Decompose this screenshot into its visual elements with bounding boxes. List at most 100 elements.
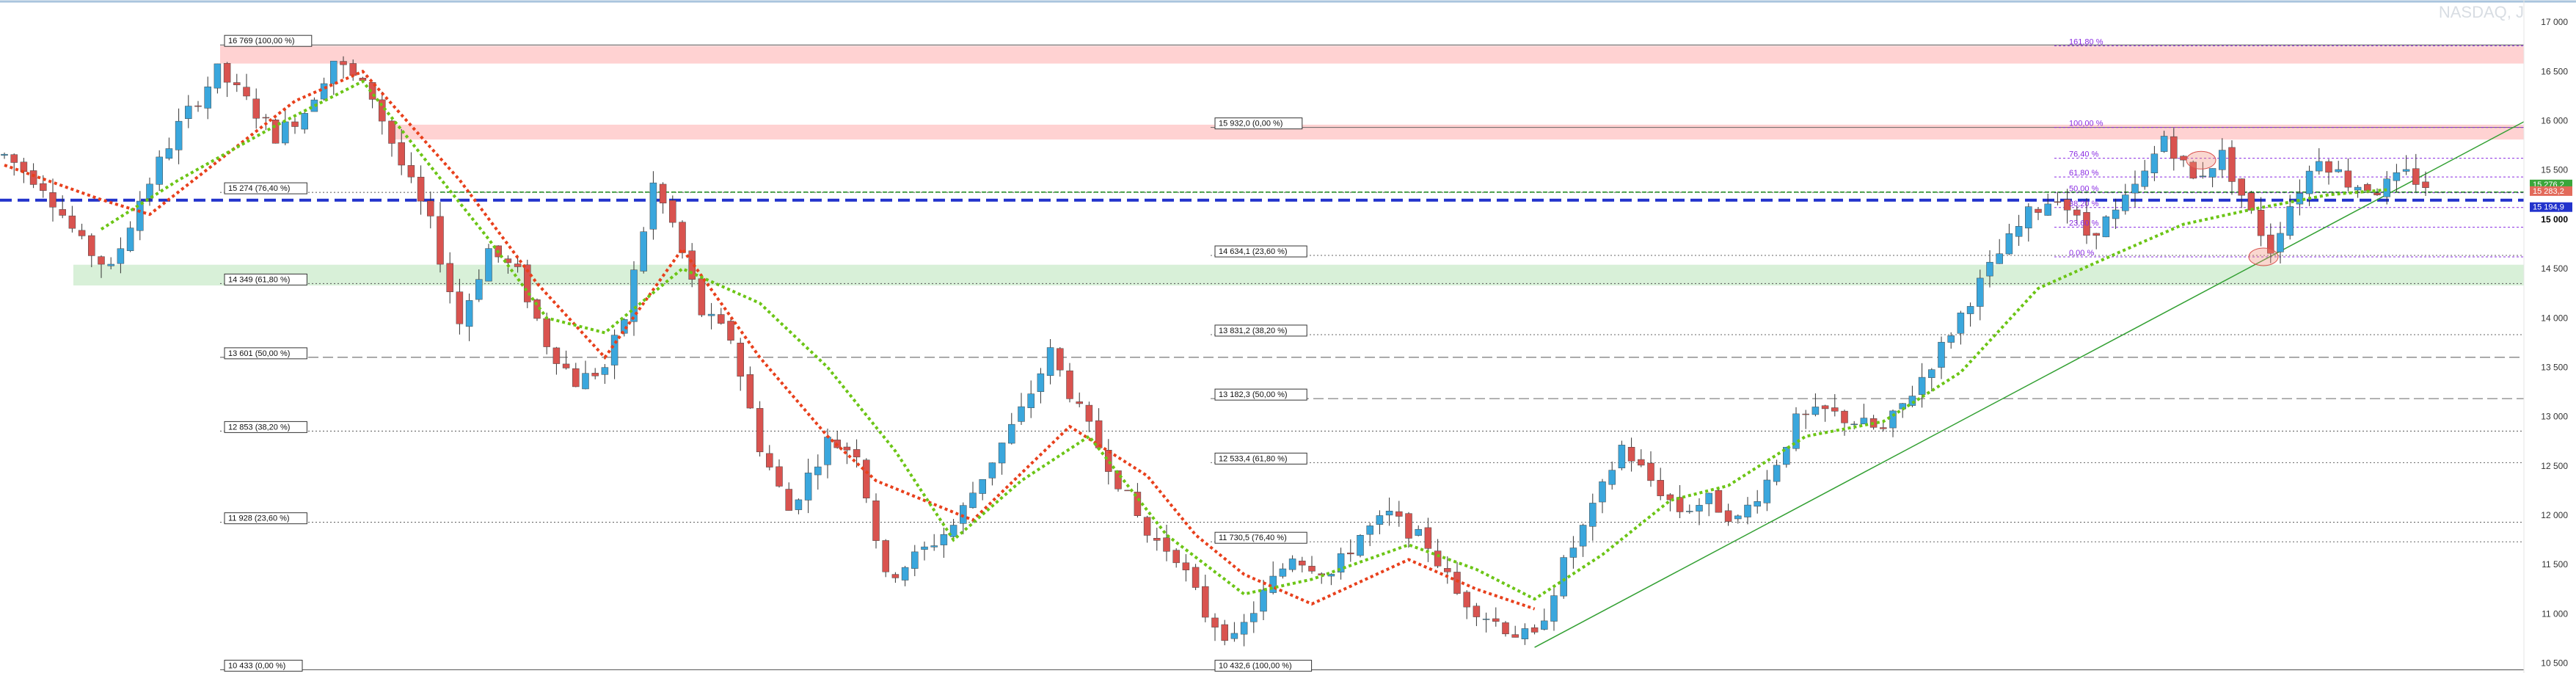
candle bbox=[1250, 601, 1258, 633]
candle-body bbox=[843, 446, 851, 451]
candle bbox=[1627, 437, 1635, 472]
candle-body bbox=[388, 120, 395, 144]
candle-body bbox=[1744, 504, 1751, 517]
candle-body bbox=[969, 492, 977, 509]
fib-label-box bbox=[224, 347, 307, 360]
candle bbox=[330, 60, 337, 95]
candle bbox=[437, 202, 444, 273]
candle-body bbox=[1308, 566, 1316, 572]
candle bbox=[1163, 524, 1170, 561]
candle bbox=[1453, 561, 1461, 595]
candle-body bbox=[1850, 423, 1858, 426]
candle bbox=[562, 350, 570, 370]
candle bbox=[1182, 554, 1190, 582]
candle-body bbox=[1008, 423, 1015, 444]
candle-body bbox=[1037, 373, 1045, 392]
candle bbox=[78, 223, 86, 240]
candle-body bbox=[1754, 501, 1761, 507]
zone-resistance-upper bbox=[220, 46, 2524, 64]
candle-body bbox=[1511, 634, 1519, 638]
candle-body bbox=[2131, 183, 2139, 194]
candle bbox=[340, 56, 347, 79]
candle bbox=[10, 153, 18, 176]
candle-body bbox=[2122, 194, 2129, 211]
candle-body bbox=[1502, 622, 1509, 635]
candle-body bbox=[1821, 405, 1829, 410]
candle-body bbox=[2402, 169, 2410, 172]
candle-body bbox=[1715, 490, 1723, 513]
candle-body bbox=[68, 215, 76, 229]
fib-right-label: 50,00 % bbox=[2069, 185, 2099, 194]
candle bbox=[1550, 586, 1558, 631]
candle bbox=[2354, 185, 2362, 198]
fib-label-text: 12 853 (38,20 %) bbox=[228, 423, 290, 432]
candle-body bbox=[2219, 150, 2226, 170]
candle-body bbox=[2015, 226, 2023, 237]
candle bbox=[621, 318, 628, 337]
candle bbox=[756, 401, 764, 457]
candle-body bbox=[1996, 253, 2003, 264]
candle-body bbox=[1618, 445, 1626, 468]
candle-body bbox=[621, 319, 628, 334]
candle bbox=[552, 346, 561, 375]
price-tag-box bbox=[2530, 186, 2572, 196]
candle-body bbox=[872, 501, 880, 541]
candle bbox=[2257, 197, 2265, 247]
candle-body bbox=[427, 200, 434, 217]
candle-body bbox=[921, 546, 928, 550]
candle-body bbox=[2199, 175, 2207, 178]
candle bbox=[2122, 183, 2129, 215]
candle-body bbox=[1541, 620, 1548, 630]
candle-body bbox=[1860, 418, 1868, 424]
trendline[interactable] bbox=[1534, 121, 2525, 648]
candle-body bbox=[2160, 136, 2168, 152]
candle-body bbox=[2054, 201, 2062, 203]
candle bbox=[88, 233, 95, 268]
candle-body bbox=[1530, 627, 1539, 633]
fib-left-label: 14 349 (61,80 %) bbox=[224, 273, 307, 285]
candle bbox=[2219, 138, 2226, 178]
candle bbox=[930, 534, 938, 551]
candle-body bbox=[2316, 161, 2323, 172]
candle-body bbox=[2374, 192, 2381, 195]
candle bbox=[2344, 158, 2352, 192]
candle bbox=[1947, 332, 1955, 349]
candle-body bbox=[2354, 186, 2362, 191]
candle bbox=[1705, 492, 1712, 517]
candle-body bbox=[2005, 233, 2013, 255]
candle bbox=[2092, 233, 2100, 250]
moving-average-green bbox=[100, 79, 2387, 601]
trendline-layer[interactable] bbox=[1534, 121, 2525, 648]
candle bbox=[979, 479, 986, 501]
candle bbox=[146, 177, 153, 206]
candle bbox=[1841, 410, 1848, 436]
candle-body bbox=[1385, 511, 1393, 516]
candle-body bbox=[1550, 595, 1558, 622]
candle-body bbox=[233, 82, 241, 85]
candle bbox=[1492, 607, 1500, 627]
candle-body bbox=[582, 373, 589, 390]
candle bbox=[998, 443, 1006, 475]
candle-body bbox=[1811, 407, 1820, 415]
candle-body bbox=[1889, 410, 1897, 429]
annotations-layer bbox=[2186, 150, 2279, 266]
candle-body bbox=[78, 230, 86, 236]
candle-body bbox=[1647, 462, 1654, 481]
fib-left-label: 12 853 (38,20 %) bbox=[224, 421, 307, 433]
price-axis[interactable]: 17 000 16 500 16 000 15 500 15 000 14 500 14 0… bbox=[2523, 0, 2568, 673]
candle bbox=[2083, 198, 2090, 244]
axis-tick-label: 11 000 bbox=[2542, 608, 2568, 619]
candle-body bbox=[2063, 199, 2071, 211]
fib-mid-label: 15 932,0 (0,00 %) bbox=[1214, 117, 1303, 130]
candle bbox=[1143, 515, 1151, 543]
candle bbox=[1811, 393, 1820, 417]
candle bbox=[2102, 215, 2110, 238]
candle-body bbox=[1734, 515, 1742, 520]
candle-body bbox=[2257, 210, 2265, 236]
candle-body bbox=[2305, 170, 2313, 194]
candle-body bbox=[1202, 586, 1209, 618]
fib-label-text: 13 601 (50,00 %) bbox=[228, 349, 290, 358]
candle-body bbox=[1405, 513, 1412, 539]
candle-body bbox=[979, 479, 986, 494]
